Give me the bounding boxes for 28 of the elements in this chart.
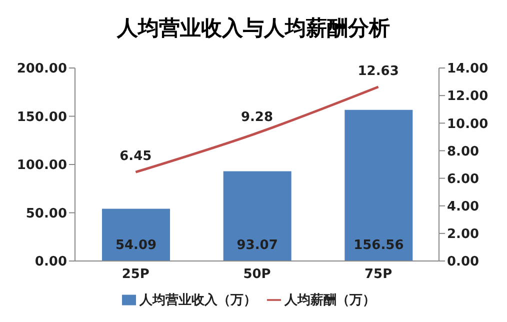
x-tick-label: 75P — [364, 267, 392, 282]
y2-tick-label: 8.00 — [447, 144, 480, 160]
data-label: 156.56 — [354, 238, 404, 253]
y2-tick-label: 2.00 — [447, 227, 480, 242]
data-label: 54.09 — [115, 238, 157, 253]
y-tick-label: 0.00 — [34, 254, 67, 270]
data-label: 6.45 — [120, 149, 152, 164]
bar — [223, 171, 292, 261]
y2-tick-label: 4.00 — [447, 199, 480, 214]
legend-label: 人均营业收入（万） — [140, 293, 256, 308]
y-tick-label: 200.00 — [16, 62, 67, 77]
data-label: 12.63 — [358, 64, 399, 79]
bar — [102, 208, 170, 261]
y2-tick-label: 12.00 — [447, 89, 488, 104]
data-label: 9.28 — [240, 110, 274, 126]
y2-tick-label: 0.00 — [447, 254, 480, 270]
x-tick-label: 50P — [243, 267, 271, 282]
legend-label: 人均薪酬（万） — [284, 293, 376, 308]
bar — [344, 110, 413, 261]
y-tick-label: 150.00 — [16, 110, 67, 125]
data-label: 93.07 — [236, 238, 278, 253]
y-tick-label: 100.00 — [16, 158, 67, 174]
y2-tick-label: 14.00 — [447, 62, 488, 77]
y-tick-label: 50.00 — [26, 206, 67, 222]
y2-tick-label: 6.00 — [447, 172, 480, 187]
y2-tick-label: 10.00 — [447, 116, 488, 132]
x-tick-label: 25P — [122, 267, 150, 282]
chart-title: 人均营业收入与人均薪酬分析 — [116, 15, 391, 42]
